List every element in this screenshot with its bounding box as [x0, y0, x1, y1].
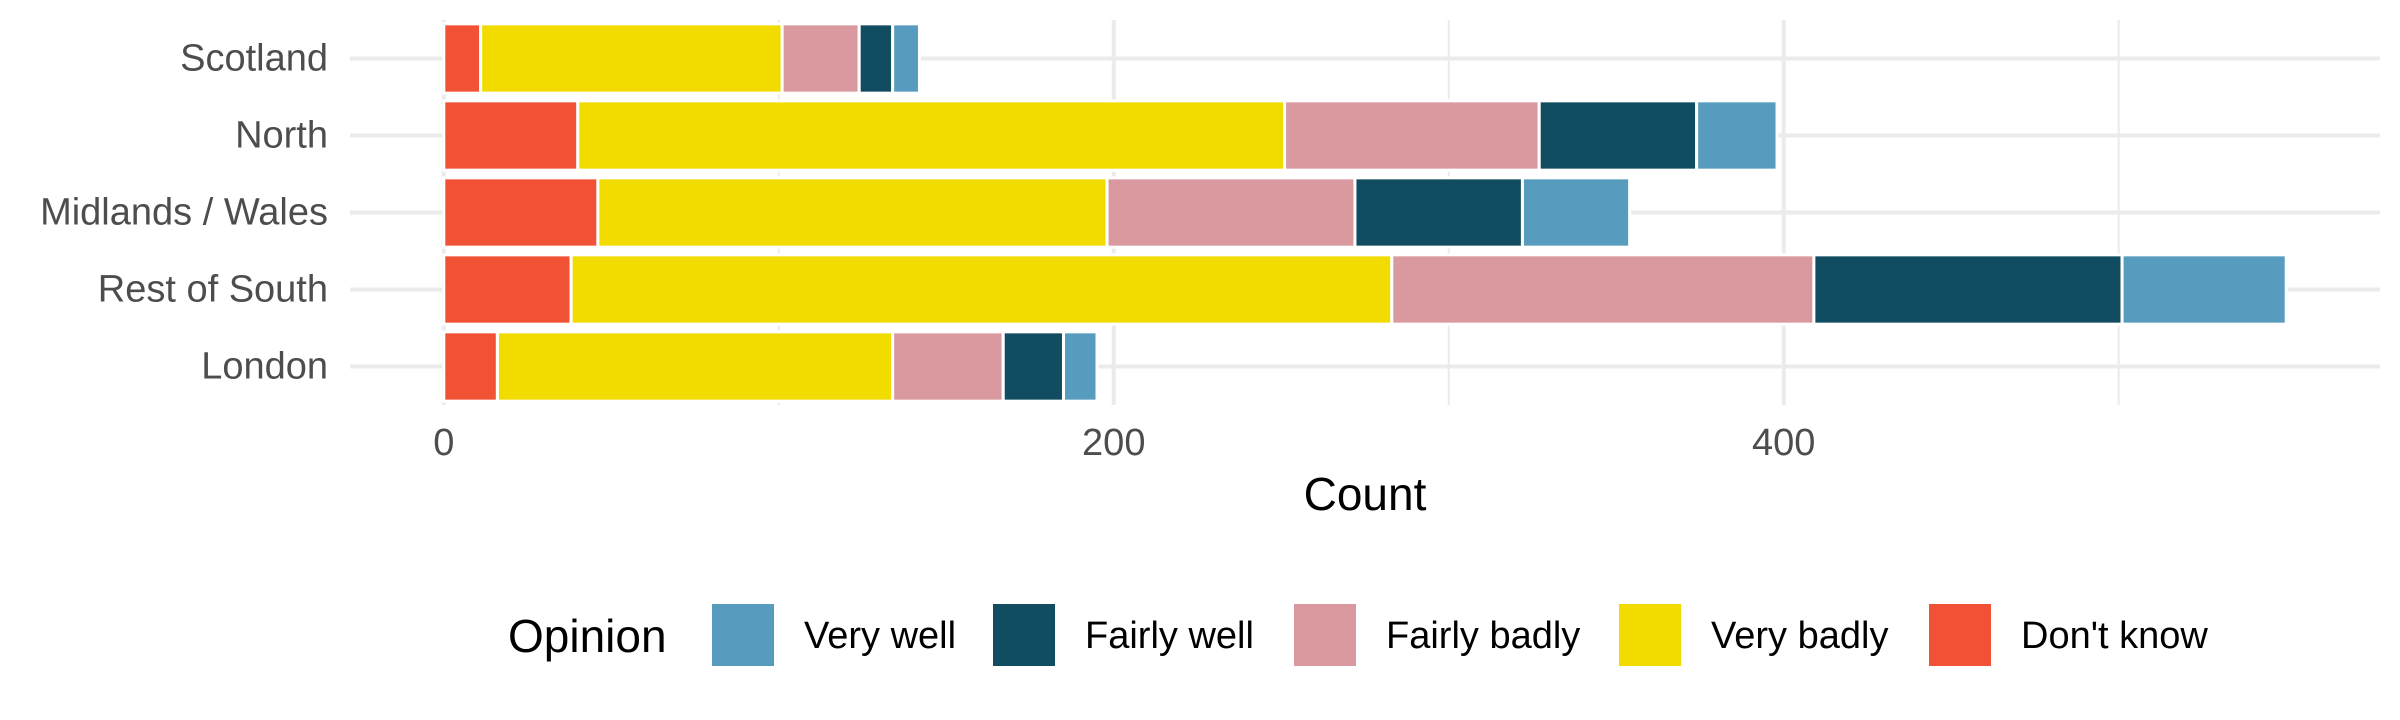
bar-segment	[442, 22, 483, 95]
bar-segment	[891, 22, 921, 95]
bar-segment	[1062, 330, 1099, 403]
bar-segment	[442, 253, 573, 326]
bar-segment	[1695, 99, 1779, 172]
x-axis-labels: 0 200 400	[433, 422, 1815, 464]
legend-swatch	[1619, 604, 1681, 666]
bar-segment	[442, 176, 600, 249]
legend-label: Fairly badly	[1386, 615, 1580, 657]
x-tick-label: 200	[1082, 422, 1145, 464]
y-tick-label: Rest of South	[98, 269, 328, 311]
bar-segment	[495, 330, 895, 403]
x-tick-label: 400	[1752, 422, 1815, 464]
bar-segment	[479, 22, 784, 95]
legend: Opinion Very well Fairly well Fairly badly…	[508, 604, 2208, 666]
bar-segment	[1537, 99, 1699, 172]
y-tick-label: London	[201, 346, 328, 388]
y-tick-label: Midlands / Wales	[40, 192, 328, 234]
bar-segment	[857, 22, 895, 95]
y-tick-label: North	[235, 115, 328, 157]
legend-label: Fairly well	[1085, 615, 1254, 657]
bar-segment	[442, 330, 499, 403]
bar-segment	[780, 22, 861, 95]
legend-label: Don't know	[2021, 615, 2208, 657]
x-axis-title: Count	[1304, 468, 1427, 520]
bar-segment	[442, 99, 580, 172]
y-axis-labels: Scotland North Midlands / Wales Rest of Sou…	[40, 38, 328, 388]
bar-segment	[1390, 253, 1816, 326]
bar-segment	[1283, 99, 1541, 172]
x-tick-label: 0	[433, 422, 454, 464]
legend-swatch	[1929, 604, 1991, 666]
y-tick-label: Scotland	[180, 38, 328, 80]
legend-swatch	[993, 604, 1055, 666]
bar-segment	[2120, 253, 2288, 326]
bar-segment	[576, 99, 1287, 172]
legend-swatch	[712, 604, 774, 666]
bars	[442, 22, 2288, 403]
bar-segment	[1353, 176, 1524, 249]
bar-segment	[1105, 176, 1357, 249]
bar-segment	[1520, 176, 1632, 249]
bar-segment	[891, 330, 1005, 403]
bar-segment	[596, 176, 1109, 249]
legend-swatch	[1294, 604, 1356, 666]
legend-label: Very well	[804, 615, 956, 657]
legend-title: Opinion	[508, 610, 667, 662]
bar-segment	[1001, 330, 1066, 403]
bar-segment	[569, 253, 1394, 326]
legend-label: Very badly	[1711, 615, 1888, 657]
bar-segment	[1812, 253, 2124, 326]
